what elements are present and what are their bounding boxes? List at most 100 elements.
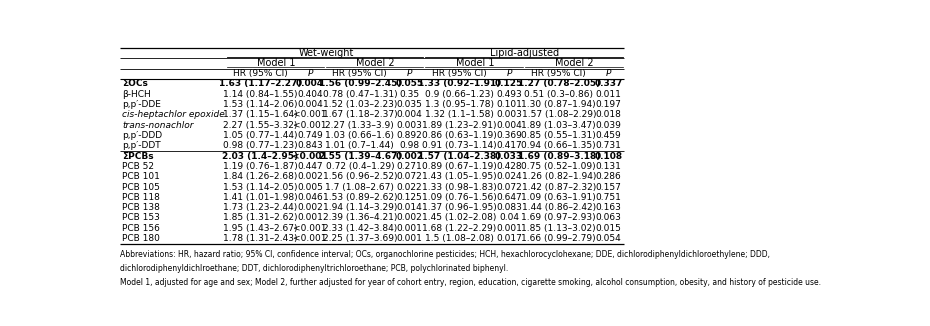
Text: 0.072: 0.072 [397,172,422,181]
Text: 0.98: 0.98 [400,141,419,150]
Text: cis-heptachlor epoxide: cis-heptachlor epoxide [122,111,225,119]
Text: PCB 180: PCB 180 [122,234,160,243]
Text: 2.27 (1.55–3.32): 2.27 (1.55–3.32) [223,121,298,130]
Text: ΣPCBs: ΣPCBs [122,152,153,161]
Text: 1.42 (0.87–2.32): 1.42 (0.87–2.32) [522,183,596,191]
Text: 1.30 (0.87–1.94): 1.30 (0.87–1.94) [522,100,596,109]
Text: 0.447: 0.447 [298,162,323,171]
Text: Wet-weight: Wet-weight [299,48,353,58]
Text: 1.43 (1.05–1.95): 1.43 (1.05–1.95) [422,172,497,181]
Text: PCB 153: PCB 153 [122,214,160,222]
Text: 1.52 (1.03–2.23): 1.52 (1.03–2.23) [323,100,397,109]
Text: PCB 52: PCB 52 [122,162,154,171]
Text: 1.73 (1.23–2.44): 1.73 (1.23–2.44) [223,203,298,212]
Text: 0.125: 0.125 [397,193,422,202]
Text: <0.001: <0.001 [293,224,326,233]
Text: 0.018: 0.018 [595,111,621,119]
Text: 0.039: 0.039 [595,121,621,130]
Text: 0.91 (0.73–1.14): 0.91 (0.73–1.14) [422,141,497,150]
Text: 0.003: 0.003 [496,111,522,119]
Text: 0.94 (0.66–1.35): 0.94 (0.66–1.35) [522,141,596,150]
Text: 1.56 (0.99–2.45): 1.56 (0.99–2.45) [319,80,401,88]
Text: 1.53 (0.89–2.62): 1.53 (0.89–2.62) [323,193,397,202]
Text: 0.001: 0.001 [397,224,422,233]
Text: 0.749: 0.749 [298,131,323,140]
Text: 2.55 (1.39–4.67): 2.55 (1.39–4.67) [319,152,401,161]
Text: 0.9 (0.66–1.23): 0.9 (0.66–1.23) [425,90,494,99]
Text: 0.002: 0.002 [298,172,323,181]
Text: 1.66 (0.99–2.79): 1.66 (0.99–2.79) [522,234,596,243]
Text: 1.89 (1.03–3.47): 1.89 (1.03–3.47) [522,121,596,130]
Text: β-HCH: β-HCH [122,90,151,99]
Text: 0.337: 0.337 [594,80,623,88]
Text: trans-nonachlor: trans-nonachlor [122,121,193,130]
Text: 0.131: 0.131 [595,162,621,171]
Text: 0.017: 0.017 [496,234,522,243]
Text: Model 1, adjusted for age and sex; Model 2, further adjusted for year of cohort : Model 1, adjusted for age and sex; Model… [120,278,821,287]
Text: 1.03 (0.66–1.6): 1.03 (0.66–1.6) [326,131,394,140]
Text: 1.19 (0.76–1.87): 1.19 (0.76–1.87) [223,162,298,171]
Text: 0.005: 0.005 [298,183,323,191]
Text: 1.68 (1.22–2.29): 1.68 (1.22–2.29) [422,224,497,233]
Text: 2.25 (1.37–3.69): 2.25 (1.37–3.69) [323,234,397,243]
Text: 0.78 (0.47–1.31): 0.78 (0.47–1.31) [323,90,397,99]
Text: 0.51 (0.3–0.86): 0.51 (0.3–0.86) [525,90,593,99]
Text: HR (95% CI): HR (95% CI) [233,69,287,78]
Text: 0.001: 0.001 [397,234,422,243]
Text: 2.39 (1.36–4.21): 2.39 (1.36–4.21) [323,214,397,222]
Text: 1.69 (0.97–2.93): 1.69 (0.97–2.93) [522,214,596,222]
Text: 0.011: 0.011 [595,90,621,99]
Text: Lipid-adjusted: Lipid-adjusted [490,48,560,58]
Text: 0.98 (0.77–1.23): 0.98 (0.77–1.23) [223,141,298,150]
Text: 1.53 (1.14–2.05): 1.53 (1.14–2.05) [223,183,298,191]
Text: PCB 118: PCB 118 [122,193,160,202]
Text: 0.157: 0.157 [595,183,621,191]
Text: 0.046: 0.046 [298,193,323,202]
Text: 0.89 (0.67–1.19): 0.89 (0.67–1.19) [422,162,497,171]
Text: 1.09 (0.76–1.56): 1.09 (0.76–1.56) [422,193,497,202]
Text: 0.86 (0.63–1.19): 0.86 (0.63–1.19) [422,131,497,140]
Text: <0.001: <0.001 [293,111,326,119]
Text: 1.44 (0.86–2.42): 1.44 (0.86–2.42) [522,203,596,212]
Text: 0.72 (0.4–1.29): 0.72 (0.4–1.29) [326,162,394,171]
Text: 0.286: 0.286 [595,172,621,181]
Text: 1.26 (0.82–1.94): 1.26 (0.82–1.94) [522,172,596,181]
Text: 0.083: 0.083 [496,203,522,212]
Text: 2.03 (1.4–2.95): 2.03 (1.4–2.95) [222,152,299,161]
Text: 1.05 (0.77–1.44): 1.05 (0.77–1.44) [223,131,298,140]
Text: 0.271: 0.271 [397,162,422,171]
Text: PCB 156: PCB 156 [122,224,160,233]
Text: 0.75 (0.52–1.09): 0.75 (0.52–1.09) [522,162,596,171]
Text: 0.004: 0.004 [497,121,522,130]
Text: 1.37 (1.15–1.64): 1.37 (1.15–1.64) [223,111,298,119]
Text: Abbreviations: HR, hazard ratio; 95% CI, confidence interval; OCs, organochlorin: Abbreviations: HR, hazard ratio; 95% CI,… [120,250,770,259]
Text: p,p′-DDE: p,p′-DDE [122,100,161,109]
Text: Model 2: Model 2 [555,58,594,68]
Text: 1.01 (0.7–1.44): 1.01 (0.7–1.44) [326,141,394,150]
Text: 1.57 (1.04–2.38): 1.57 (1.04–2.38) [418,152,500,161]
Text: 0.022: 0.022 [397,183,422,191]
Text: 0.014: 0.014 [397,203,422,212]
Text: <0.001: <0.001 [292,152,328,161]
Text: <0.001: <0.001 [293,121,326,130]
Text: 0.417: 0.417 [497,141,522,150]
Text: Model 1: Model 1 [257,58,296,68]
Text: 1.85 (1.13–3.02): 1.85 (1.13–3.02) [522,224,596,233]
Text: Model 2: Model 2 [356,58,395,68]
Text: 0.428: 0.428 [497,162,522,171]
Text: 0.751: 0.751 [595,193,621,202]
Text: 1.63 (1.17–2.27): 1.63 (1.17–2.27) [219,80,301,88]
Text: 0.055: 0.055 [395,80,424,88]
Text: 0.024: 0.024 [497,172,522,181]
Text: 1.41 (1.01–1.98): 1.41 (1.01–1.98) [223,193,298,202]
Text: Model 1: Model 1 [456,58,495,68]
Text: 0.063: 0.063 [595,214,621,222]
Text: 0.001: 0.001 [496,224,522,233]
Text: 0.85 (0.55–1.31): 0.85 (0.55–1.31) [522,131,596,140]
Text: <0.001: <0.001 [293,234,326,243]
Text: 1.69 (0.89–3.18): 1.69 (0.89–3.18) [518,152,600,161]
Text: 0.015: 0.015 [595,224,621,233]
Text: 1.84 (1.26–2.68): 1.84 (1.26–2.68) [223,172,298,181]
Text: 1.09 (0.63–1.91): 1.09 (0.63–1.91) [522,193,596,202]
Text: 0.108: 0.108 [594,152,622,161]
